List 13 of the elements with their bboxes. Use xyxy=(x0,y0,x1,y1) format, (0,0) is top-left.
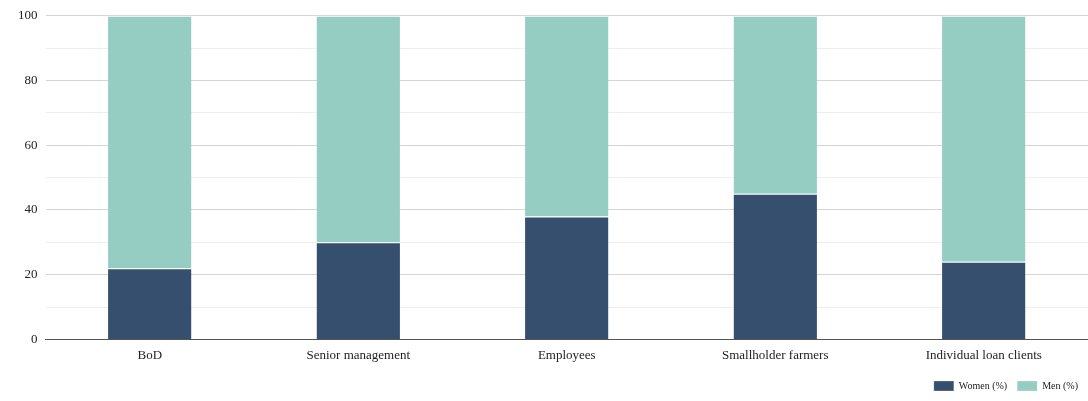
y-tick-label: 60 xyxy=(24,136,38,152)
x-tick-label: Smallholder farmers xyxy=(722,346,829,362)
x-tick-label: Individual loan clients xyxy=(925,346,1042,362)
legend-label: Men (%) xyxy=(1042,379,1079,392)
x-tick-label: BoD xyxy=(137,346,163,362)
x-tick-label: Senior management xyxy=(306,346,411,362)
y-tick-label: 80 xyxy=(24,71,38,87)
x-tick-label: Employees xyxy=(537,346,596,362)
y-tick-label: 0 xyxy=(31,330,38,346)
y-tick-label: 20 xyxy=(24,266,38,282)
y-tick-label: 100 xyxy=(18,7,38,23)
y-tick-label: 40 xyxy=(24,201,38,217)
legend-label: Women (%) xyxy=(958,379,1008,392)
